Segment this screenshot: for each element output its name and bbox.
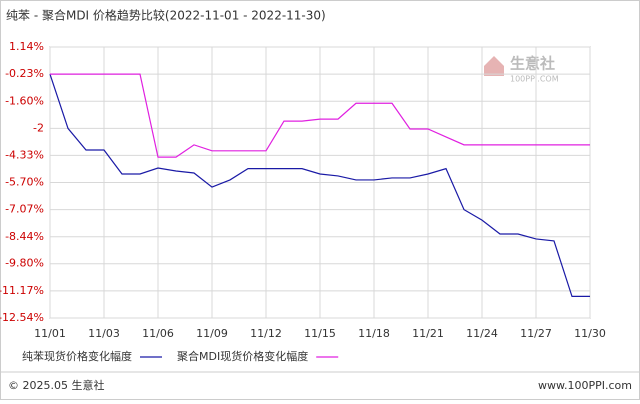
x-tick-label: 11/01: [34, 327, 66, 340]
x-tick-label: 11/21: [412, 327, 444, 340]
y-tick-label: -11.17%: [0, 284, 44, 297]
logo: 生意社 100PPI.COM: [484, 55, 559, 84]
y-tick-label: -2: [33, 121, 44, 134]
chart-title: 纯苯 - 聚合MDI 价格趋势比较(2022-11-01 - 2022-11-3…: [6, 8, 326, 23]
x-tick-label: 11/03: [88, 327, 120, 340]
x-tick-label: 11/06: [142, 327, 174, 340]
x-tick-label: 11/27: [520, 327, 552, 340]
x-tick-label: 11/15: [304, 327, 336, 340]
watermark: 生意社: [510, 55, 555, 73]
y-tick-label: 1.14%: [9, 40, 44, 53]
y-tick-label: -8.44%: [5, 230, 44, 243]
legend-label: 聚合MDI现货价格变化幅度: [177, 349, 308, 363]
x-tick-label: 11/30: [574, 327, 606, 340]
x-tick-label: 11/24: [466, 327, 498, 340]
footer-left: © 2025.05 生意社: [8, 378, 104, 392]
y-tick-label: -0.23%: [5, 67, 44, 80]
y-tick-label: -7.07%: [5, 203, 44, 216]
x-tick-label: 11/09: [196, 327, 228, 340]
x-tick-label: 11/12: [250, 327, 282, 340]
logo-icon: [484, 56, 504, 76]
x-tick-label: 11/18: [358, 327, 390, 340]
y-tick-label: -1.60%: [5, 94, 44, 107]
y-tick-label: -4.33%: [5, 148, 44, 161]
series-line: [50, 73, 590, 158]
footer-right: www.100PPI.com: [538, 379, 632, 392]
watermark-sub: 100PPI.COM: [510, 75, 559, 84]
series-line: [49, 73, 590, 298]
legend-label: 纯苯现货价格变化幅度: [22, 349, 132, 363]
y-tick-label: -12.54%: [0, 311, 44, 324]
y-tick-label: -9.80%: [5, 257, 44, 270]
y-tick-label: -5.70%: [5, 176, 44, 189]
